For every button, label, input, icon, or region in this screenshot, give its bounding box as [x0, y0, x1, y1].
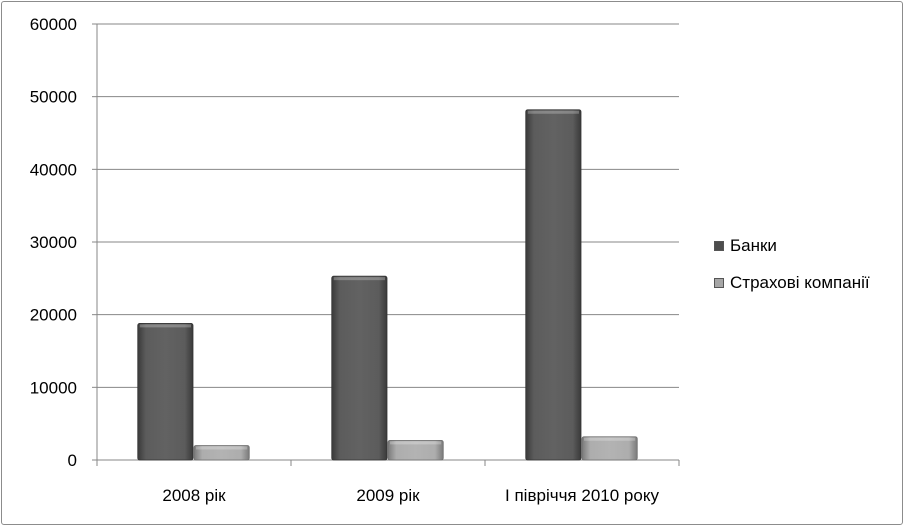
y-tick-label: 50000 [30, 88, 77, 107]
bar-insurance [387, 439, 444, 461]
y-tick-label: 10000 [30, 378, 77, 397]
bar-highlight [139, 324, 191, 328]
axes [92, 23, 680, 466]
bar-highlight [584, 437, 636, 441]
x-tick-labels: 2008 рік 2009 рік І півріччя 2010 року [162, 486, 659, 505]
y-tick-label: 0 [68, 451, 77, 470]
bar-insurance [581, 436, 638, 461]
bar-insurance [193, 445, 250, 461]
y-tick-label: 40000 [30, 160, 77, 179]
legend-item-insurance: Страхові компанії [714, 271, 870, 295]
legend: Банки Страхові компанії [714, 234, 870, 308]
y-tick-label: 20000 [30, 306, 77, 325]
y-tick-label: 60000 [30, 15, 77, 34]
gridlines [97, 23, 679, 388]
bars [137, 109, 638, 461]
bar-banks [137, 322, 194, 461]
legend-swatch-banks [714, 241, 724, 251]
bar-highlight [333, 277, 385, 281]
bar-banks [331, 275, 388, 461]
bar-highlight [196, 446, 248, 450]
bar-banks [525, 109, 582, 461]
legend-item-banks: Банки [714, 234, 870, 258]
legend-label-banks: Банки [730, 236, 777, 255]
x-tick-label: 2008 рік [162, 486, 226, 505]
y-tick-labels: 0 10000 20000 30000 40000 50000 60000 [30, 15, 77, 470]
x-tick-label: І півріччя 2010 року [505, 486, 659, 505]
x-tick-label: 2009 рік [356, 486, 420, 505]
bar-highlight [390, 441, 442, 445]
y-tick-label: 30000 [30, 233, 77, 252]
legend-label-insurance: Страхові компанії [730, 273, 870, 292]
bar-highlight [527, 110, 579, 114]
legend-swatch-insurance [714, 278, 724, 288]
